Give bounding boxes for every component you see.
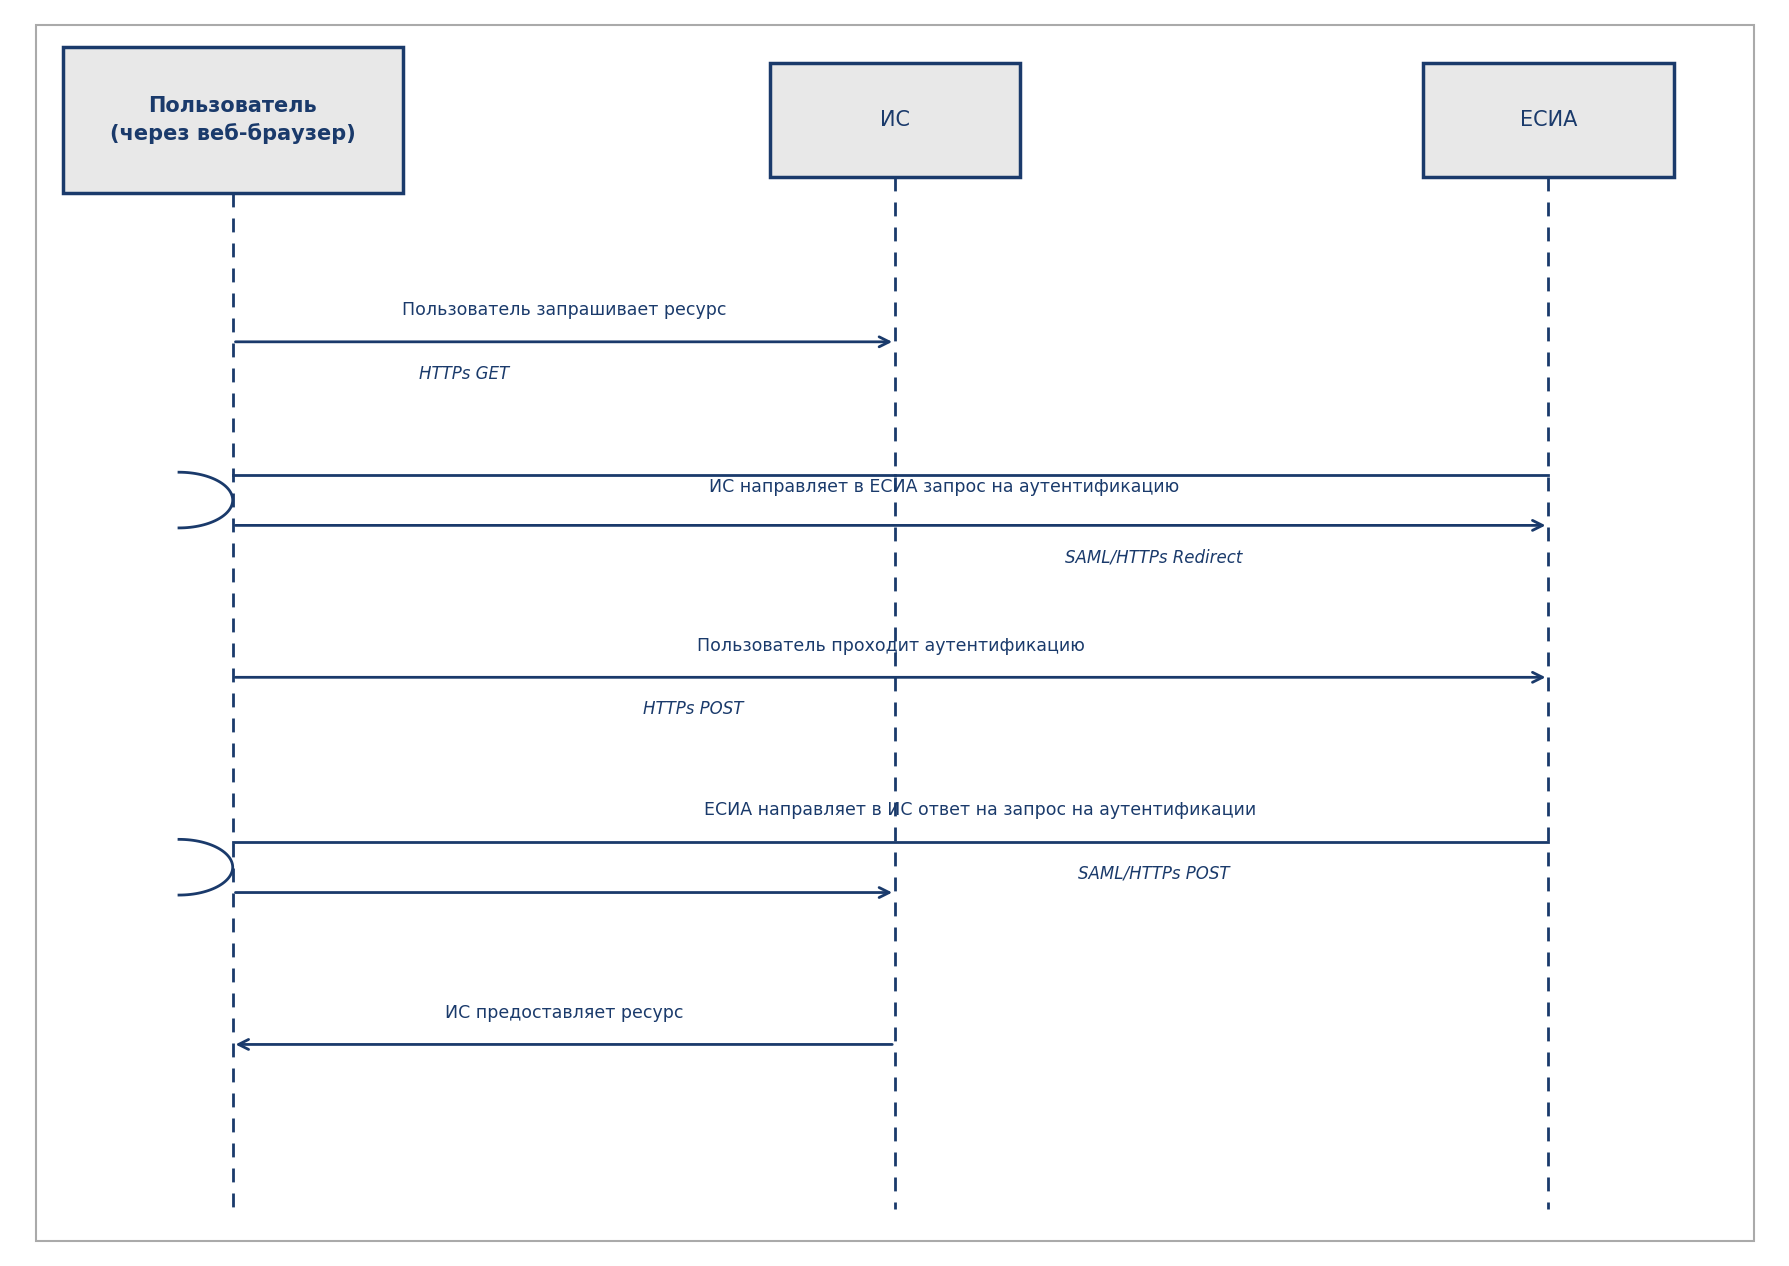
Text: SAML/HTTPs POST: SAML/HTTPs POST xyxy=(1077,865,1229,882)
Text: Пользователь проходит аутентификацию: Пользователь проходит аутентификацию xyxy=(696,637,1084,655)
FancyBboxPatch shape xyxy=(63,47,403,194)
Text: HTTPs POST: HTTPs POST xyxy=(642,700,742,718)
Text: Пользователь
(через веб-браузер): Пользователь (через веб-браузер) xyxy=(109,96,356,144)
FancyBboxPatch shape xyxy=(36,25,1753,1241)
FancyBboxPatch shape xyxy=(1422,63,1673,177)
Text: SAML/HTTPs Redirect: SAML/HTTPs Redirect xyxy=(1064,548,1242,566)
Text: ЕСИА направляет в ИС ответ на запрос на аутентификации: ЕСИА направляет в ИС ответ на запрос на … xyxy=(703,801,1256,819)
FancyBboxPatch shape xyxy=(769,63,1020,177)
Text: ЕСИА: ЕСИА xyxy=(1519,110,1576,130)
Text: ИС направляет в ЕСИА запрос на аутентификацию: ИС направляет в ЕСИА запрос на аутентифи… xyxy=(708,479,1179,496)
Text: ИС предоставляет ресурс: ИС предоставляет ресурс xyxy=(444,1004,683,1022)
Text: HTTPs GET: HTTPs GET xyxy=(419,365,510,382)
Text: ИС: ИС xyxy=(880,110,909,130)
Text: Пользователь запрашивает ресурс: Пользователь запрашивает ресурс xyxy=(401,301,726,319)
